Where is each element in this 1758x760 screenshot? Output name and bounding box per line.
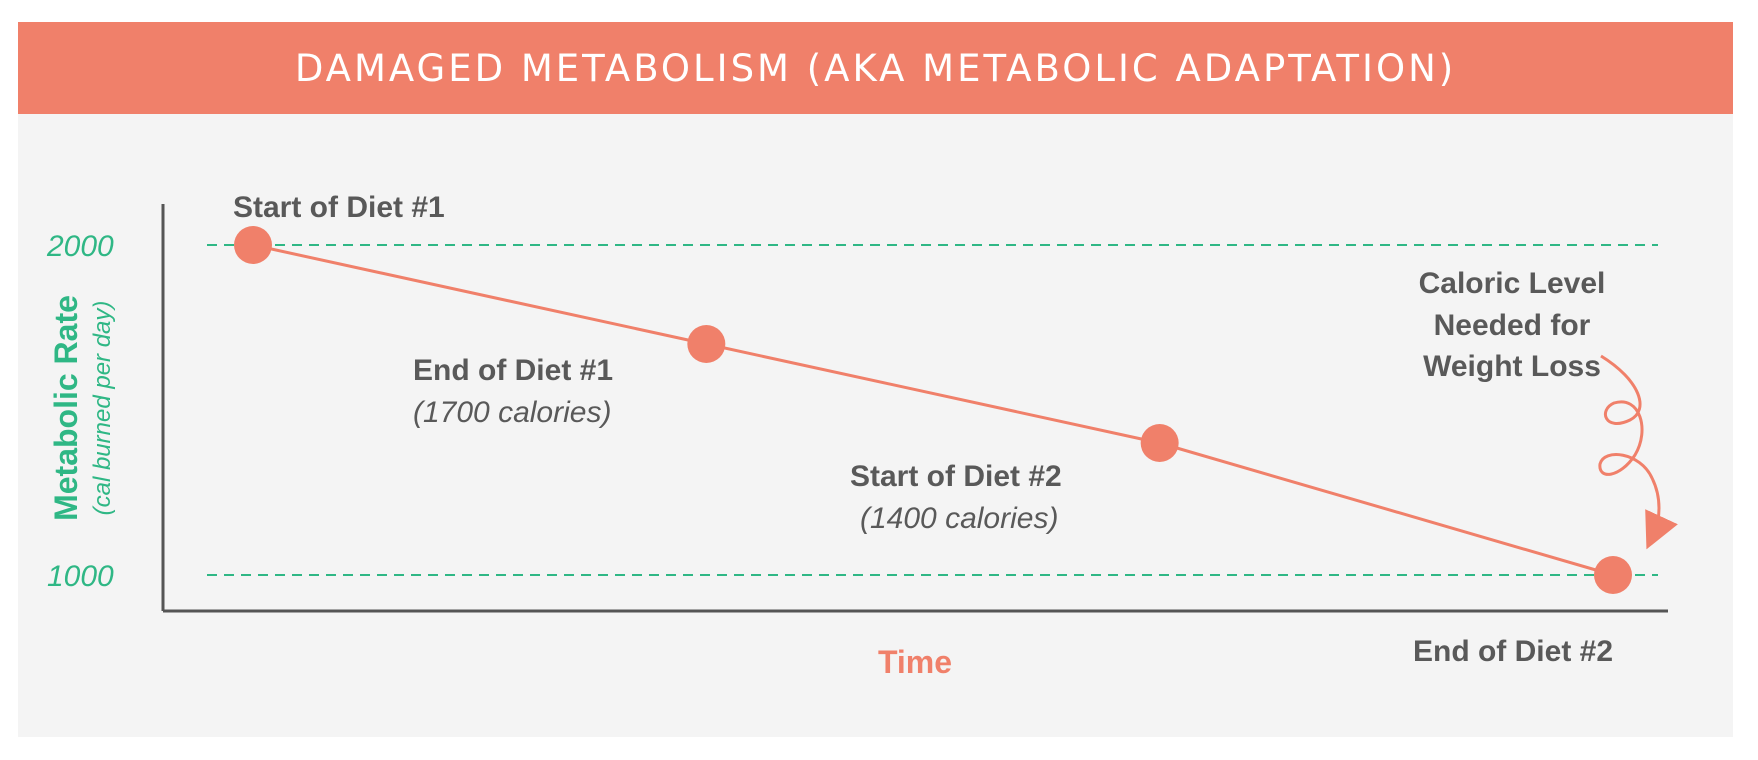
callout-line-1: Caloric Level xyxy=(1419,267,1606,300)
annotation-2: End of Diet #1 xyxy=(413,354,613,387)
y-axis-sublabel: (cal burned per day) xyxy=(89,301,116,516)
data-point-1 xyxy=(234,226,272,264)
annotation-2-sub: (1700 calories) xyxy=(413,396,611,429)
chart-card: DAMAGED METABOLISM (AKA METABOLIC ADAPTA… xyxy=(18,22,1733,737)
data-point-4 xyxy=(1594,556,1632,594)
x-axis-label: Time xyxy=(878,644,952,680)
data-point-3 xyxy=(1140,424,1179,462)
series-line xyxy=(252,243,1614,577)
callout-arrow xyxy=(1598,354,1678,550)
title-banner: DAMAGED METABOLISM (AKA METABOLIC ADAPTA… xyxy=(18,22,1733,114)
y-axis-label: Metabolic Rate xyxy=(48,295,84,521)
annotation-3-sub: (1400 calories) xyxy=(860,502,1058,535)
y-tick-label-2000: 2000 xyxy=(46,230,114,263)
callout-line-2: Needed for xyxy=(1434,309,1591,342)
annotation-1: Start of Diet #1 xyxy=(233,191,445,224)
y-tick-label-1000: 1000 xyxy=(47,560,114,593)
annotation-4: End of Diet #2 xyxy=(1413,635,1613,668)
chart-title: DAMAGED METABOLISM (AKA METABOLIC ADAPTA… xyxy=(294,46,1457,90)
callout-line-3: Weight Loss xyxy=(1423,350,1601,383)
data-point-2 xyxy=(687,325,726,363)
annotation-3: Start of Diet #2 xyxy=(850,460,1062,493)
